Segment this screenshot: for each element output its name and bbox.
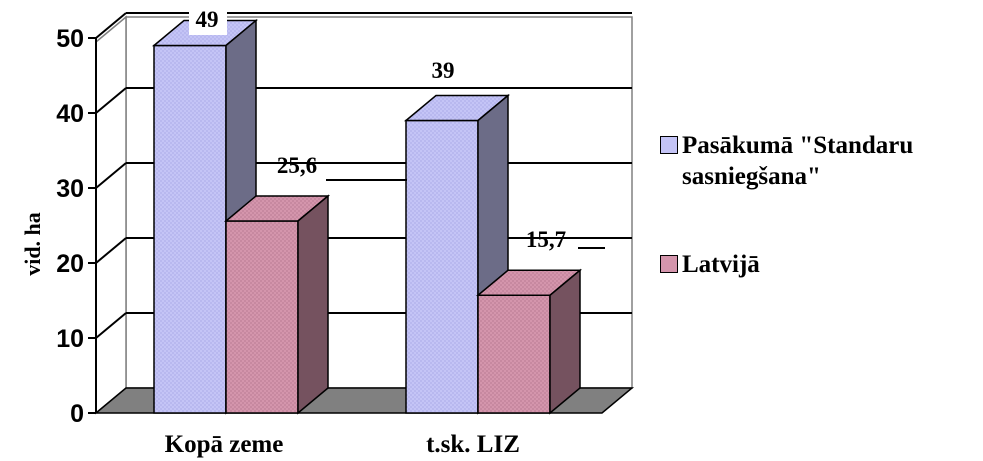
legend: Pasākumā "Standaru sasniegšana" Latvijā	[660, 130, 983, 280]
y-axis-label: vid. ha	[20, 212, 45, 276]
data-labels: 49 25,6 39 15,7	[189, 7, 605, 252]
data-label-background	[189, 9, 227, 35]
bar-front	[225, 220, 299, 414]
data-label: 25,6	[277, 153, 317, 178]
legend-label: Pasākumā "Standaru sasniegšana"	[682, 132, 914, 190]
y-tick-label: 0	[70, 400, 84, 428]
x-category-label: Kopā zeme	[165, 431, 284, 458]
legend-swatch-series-1	[660, 136, 678, 154]
bar-front	[477, 294, 551, 414]
y-tick-label: 20	[56, 250, 84, 278]
legend-label: Latvijā	[682, 251, 760, 278]
legend-item: Latvijā	[660, 249, 983, 280]
gridline	[95, 162, 127, 189]
y-axis: 0 10 20 30 40 50	[56, 25, 97, 428]
bars	[151, 18, 583, 415]
gridline	[95, 237, 127, 264]
gridline	[95, 312, 127, 339]
bar-front	[153, 44, 227, 414]
gridline	[95, 12, 127, 39]
data-label: 39	[432, 58, 455, 83]
x-axis: Kopā zeme t.sk. LIZ	[165, 431, 520, 458]
y-tick-label: 10	[56, 325, 84, 353]
legend-item: Pasākumā "Standaru sasniegšana"	[660, 130, 983, 192]
bar-side	[549, 268, 581, 415]
gridline	[95, 87, 127, 114]
y-tick-label: 50	[56, 25, 84, 53]
side-wall	[95, 15, 127, 415]
data-label: 49	[196, 7, 219, 32]
legend-swatch-series-2	[660, 255, 678, 273]
y-tick-label: 30	[56, 175, 84, 203]
bar-side	[297, 194, 329, 415]
bar-front	[405, 119, 479, 414]
y-tick-label: 40	[56, 100, 84, 128]
data-label: 15,7	[526, 227, 566, 252]
x-category-label: t.sk. LIZ	[426, 431, 520, 458]
